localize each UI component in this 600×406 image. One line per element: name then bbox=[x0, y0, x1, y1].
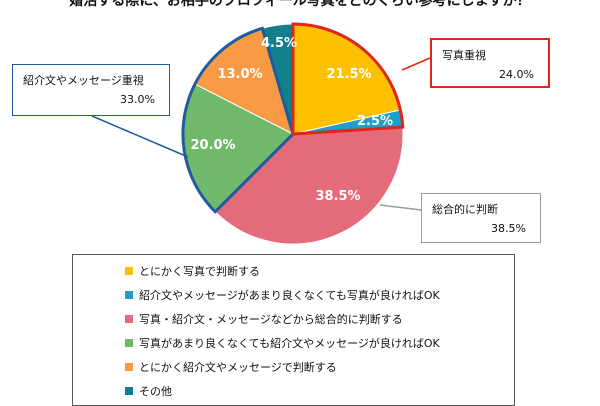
group-outline bbox=[291, 22, 405, 136]
legend-item: とにかく写真で判断する bbox=[125, 263, 260, 279]
legend-swatch bbox=[125, 387, 133, 395]
callout-intro-focus: 紹介文やメッセージ重視 33.0% bbox=[12, 64, 170, 116]
callout-connector bbox=[379, 204, 422, 211]
slice-data-label: 2.5% bbox=[357, 114, 393, 129]
callout-connector bbox=[401, 57, 431, 71]
legend-label: 写真があまり良くなくても紹介文やメッセージが良ければOK bbox=[139, 337, 440, 350]
callout-intro-value: 33.0% bbox=[120, 93, 155, 106]
callout-photo-focus: 写真重視 24.0% bbox=[430, 38, 550, 88]
callout-overall-judgment: 総合的に判断 38.5% bbox=[421, 193, 541, 243]
slice-data-label: 20.0% bbox=[190, 138, 235, 153]
callout-overall-name: 総合的に判断 bbox=[432, 203, 498, 216]
slice-data-label: 38.5% bbox=[315, 189, 360, 204]
legend-label: とにかく写真で判断する bbox=[139, 265, 260, 278]
legend-item: 写真・紹介文・メッセージなどから総合的に判断する bbox=[125, 311, 403, 327]
legend-swatch bbox=[125, 315, 133, 323]
legend: とにかく写真で判断する 紹介文やメッセージがあまり良くなくても写真が良ければOK… bbox=[72, 254, 515, 406]
callout-photo-name: 写真重視 bbox=[442, 49, 486, 62]
slice-data-label: 4.5% bbox=[261, 36, 297, 51]
legend-item: 写真があまり良くなくても紹介文やメッセージが良ければOK bbox=[125, 335, 440, 351]
legend-swatch bbox=[125, 363, 133, 371]
legend-swatch bbox=[125, 339, 133, 347]
slice-data-label: 13.0% bbox=[217, 67, 262, 82]
legend-label: 写真・紹介文・メッセージなどから総合的に判断する bbox=[139, 313, 403, 326]
legend-swatch bbox=[125, 291, 133, 299]
chart-title: 婚活する際に、お相手のプロフィール写真をどのくらい参考にしますか？ bbox=[69, 0, 531, 9]
slice-data-label: 21.5% bbox=[326, 67, 371, 82]
callout-overall-value: 38.5% bbox=[491, 222, 526, 235]
pie-slice bbox=[214, 126, 404, 245]
legend-label: その他 bbox=[139, 385, 172, 398]
legend-item: とにかく紹介文やメッセージで判断する bbox=[125, 359, 337, 375]
callout-photo-value: 24.0% bbox=[499, 68, 534, 81]
callout-intro-name: 紹介文やメッセージ重視 bbox=[23, 74, 144, 87]
legend-label: とにかく紹介文やメッセージで判断する bbox=[139, 361, 337, 374]
legend-label: 紹介文やメッセージがあまり良くなくても写真が良ければOK bbox=[139, 289, 440, 302]
legend-item: 紹介文やメッセージがあまり良くなくても写真が良ければOK bbox=[125, 287, 440, 303]
legend-item: その他 bbox=[125, 383, 172, 399]
group-outline bbox=[181, 26, 295, 214]
callout-connector bbox=[91, 115, 189, 158]
legend-swatch bbox=[125, 267, 133, 275]
